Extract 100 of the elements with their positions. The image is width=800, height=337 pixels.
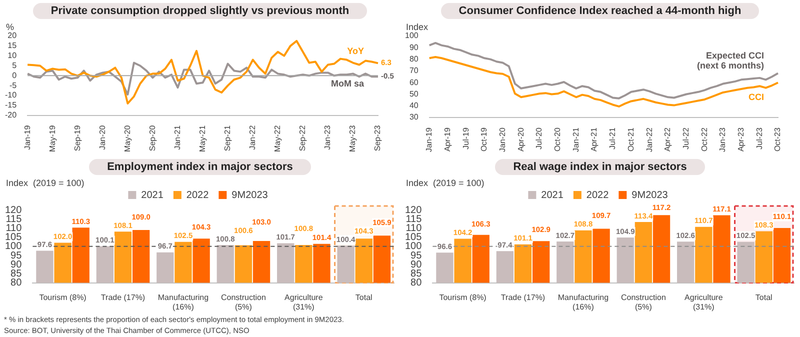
x-tick-label: May-23 [348,124,358,152]
y-tick-label: 60 [409,78,419,87]
y-axis-title: Index [406,22,428,32]
y-tick-label: 50 [409,89,419,98]
y-tick-label: 10 [8,51,18,60]
y-tick-label: 90 [409,42,419,52]
series-label: MoM sa [330,78,365,89]
x-tick-label: Tourism (8%) [39,292,87,302]
x-tick-label: Jul-22 [681,126,690,150]
y-tick-label: 80 [409,54,419,64]
y-tick-label: 20 [8,31,18,40]
x-tick-label: May-21 [198,124,207,152]
x-tick-label: Jul-23 [754,126,764,150]
chart-title: Real wage index in major sectors [495,158,705,174]
legend-label: 9M2023 [632,189,668,200]
y-tick-label: 85 [10,268,22,279]
series-label: CCI [748,92,764,102]
legend-label: 2021 [541,189,564,200]
y-tick-label: 95 [10,250,22,261]
x-tick-label: Tourism (8%) [439,292,487,302]
x-tick-label: Jan-20 [498,126,507,152]
chart-title: Private consumption dropped slightly vs previous month [32,3,368,19]
x-tick-label: Jan-23 [323,124,332,150]
y-tick-label: 80 [410,277,422,288]
series-label: YoY [347,46,364,56]
x-tick-label: Manufacturing (16%) [558,292,609,311]
y-tick-label: 0 [12,70,18,80]
y-tick-label: 70 [409,66,419,76]
y-tick-label: 95 [410,250,422,261]
y-tick-label: 115 [406,213,422,224]
y-tick-label: 120 [4,204,22,216]
legend-label: 2021 [141,189,164,200]
legend-label: 9M2023 [232,189,268,200]
x-tick-label: Agriculture (31%) [284,292,324,311]
x-tick-label: Agriculture (31%) [684,292,724,311]
series-label: Expected CCI (next 6 months) [696,50,764,70]
chart-title: Employment index in major sectors [89,158,311,174]
x-tick-label: Oct-19 [480,126,489,152]
y-tick-label: -20 [5,110,18,120]
x-tick-label: Jul-20 [534,126,544,150]
x-tick-label: Oct-23 [773,126,782,152]
x-tick-label: May-22 [273,124,282,152]
legend-label: 2022 [186,189,210,200]
y-tick-label: 115 [6,213,22,224]
y-tick-label: 110 [6,222,22,234]
x-tick-label: Apr-20 [516,126,526,152]
x-tick-label: Jan-20 [98,124,107,150]
x-tick-label: Jan-23 [718,126,728,152]
x-tick-label: Oct-22 [700,126,709,152]
x-tick-label: Jan-21 [172,124,182,150]
x-tick-label: Jan-19 [22,124,32,150]
y-tick-label: 15 [8,41,18,50]
y-tick-label: -15 [5,100,18,110]
x-tick-label: Construction (5%) [220,292,266,311]
y-tick-label: 105 [4,232,22,243]
x-tick-label: Trade (17%) [500,292,546,302]
x-tick-label: Jan-22 [644,126,654,152]
x-tick-label: Apr-21 [590,126,599,152]
x-tick-label: Sep-22 [298,124,308,152]
x-tick-label: Jul-21 [608,126,618,150]
x-tick-label: Jan-21 [571,126,580,152]
x-tick-label: Apr-19 [442,126,452,152]
x-tick-label: Oct-20 [553,126,562,152]
y-tick-label: 110 [406,222,422,234]
legend-label: 2022 [586,189,610,200]
x-tick-label: Jul-19 [461,126,470,150]
x-tick-label: Construction (5%) [620,292,666,311]
y-tick-label: 100 [404,240,422,252]
x-tick-label: Oct-21 [626,126,636,152]
x-tick-label: Apr-23 [736,126,746,152]
y-tick-label: 30 [409,112,419,122]
x-tick-label: Total [355,292,373,302]
y-tick-label: 80 [10,277,22,288]
y-tick-label: 5 [12,60,18,70]
y-tick-label: 40 [409,101,419,110]
y-tick-label: 90 [410,258,422,270]
x-tick-label: Sep-21 [223,124,232,152]
y-tick-label: -10 [5,90,18,100]
x-tick-label: Apr-22 [663,126,672,152]
x-tick-label: Jan-19 [424,126,434,152]
y-tick-label: 120 [404,204,422,216]
y-axis-title: % [6,22,14,32]
chart-title: Consumer Confidence Index reached a 44-month high [440,3,760,19]
y-tick-label: 100 [4,240,22,252]
x-tick-label: May-19 [48,124,57,152]
y-tick-label: 105 [404,232,422,243]
x-tick-label: Total [755,292,773,302]
y-tick-label: 90 [10,258,22,270]
x-tick-label: Sep-19 [72,124,82,152]
y-tick-label: 100 [404,31,419,40]
y-tick-label: 85 [410,268,422,279]
x-tick-label: Sep-23 [373,124,382,152]
x-tick-label: Manufacturing (16%) [158,292,209,311]
x-tick-label: Trade (17%) [100,292,146,302]
y-axis-title: Index (2019 = 100) [406,178,484,188]
x-tick-label: Sep-20 [148,124,157,152]
x-tick-label: Jan-22 [248,124,258,150]
y-tick-label: -5 [9,80,18,90]
y-axis-title: Index (2019 = 100) [6,178,84,188]
x-tick-label: May-20 [122,124,132,152]
